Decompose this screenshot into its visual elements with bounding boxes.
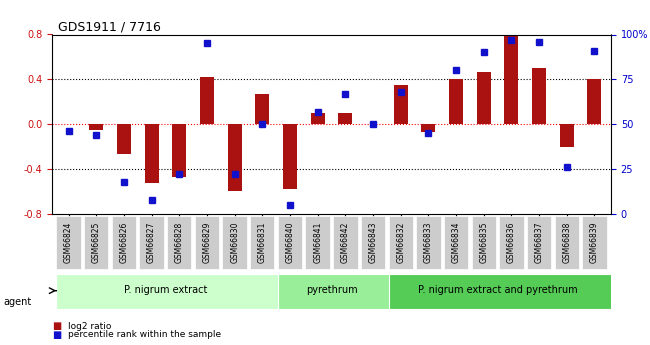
FancyBboxPatch shape <box>416 216 441 268</box>
Text: GDS1911 / 7716: GDS1911 / 7716 <box>58 21 161 34</box>
FancyBboxPatch shape <box>389 274 632 308</box>
Bar <box>532 68 546 124</box>
Text: GSM66829: GSM66829 <box>202 222 211 263</box>
Text: log2 ratio: log2 ratio <box>68 322 112 331</box>
Text: GSM66827: GSM66827 <box>147 222 156 263</box>
Text: GSM66837: GSM66837 <box>534 221 543 263</box>
Text: GSM66832: GSM66832 <box>396 222 405 263</box>
FancyBboxPatch shape <box>57 274 300 308</box>
Bar <box>560 124 574 147</box>
FancyBboxPatch shape <box>306 216 330 268</box>
Bar <box>172 124 186 177</box>
FancyBboxPatch shape <box>471 216 496 268</box>
Bar <box>588 79 601 124</box>
Text: ■: ■ <box>52 321 61 331</box>
FancyBboxPatch shape <box>361 216 385 268</box>
Text: GSM66826: GSM66826 <box>120 222 129 263</box>
Text: GSM66831: GSM66831 <box>258 222 266 263</box>
FancyBboxPatch shape <box>389 216 413 268</box>
Text: ■: ■ <box>52 330 61 339</box>
FancyBboxPatch shape <box>582 216 606 268</box>
Bar <box>117 124 131 155</box>
Text: GSM66839: GSM66839 <box>590 221 599 263</box>
FancyBboxPatch shape <box>195 216 219 268</box>
Text: GSM66825: GSM66825 <box>92 222 101 263</box>
Text: GSM66833: GSM66833 <box>424 221 433 263</box>
FancyBboxPatch shape <box>499 216 523 268</box>
FancyBboxPatch shape <box>278 274 410 308</box>
Bar <box>227 124 242 191</box>
FancyBboxPatch shape <box>140 216 164 268</box>
Bar <box>145 124 159 183</box>
Text: GSM66843: GSM66843 <box>369 221 378 263</box>
Text: P. nigrum extract and pyrethrum: P. nigrum extract and pyrethrum <box>418 285 577 295</box>
Text: GSM66834: GSM66834 <box>452 221 461 263</box>
Bar <box>504 34 518 124</box>
Bar <box>339 113 352 124</box>
Text: GSM66824: GSM66824 <box>64 222 73 263</box>
Text: pyrethrum: pyrethrum <box>306 285 358 295</box>
FancyBboxPatch shape <box>333 216 358 268</box>
FancyBboxPatch shape <box>167 216 192 268</box>
Text: GSM66842: GSM66842 <box>341 222 350 263</box>
FancyBboxPatch shape <box>527 216 551 268</box>
Bar <box>200 77 214 124</box>
Bar <box>311 113 324 124</box>
FancyBboxPatch shape <box>222 216 247 268</box>
Text: GSM66828: GSM66828 <box>175 222 184 263</box>
Text: GSM66830: GSM66830 <box>230 221 239 263</box>
FancyBboxPatch shape <box>112 216 136 268</box>
Text: GSM66838: GSM66838 <box>562 222 571 263</box>
FancyBboxPatch shape <box>278 216 302 268</box>
FancyBboxPatch shape <box>84 216 109 268</box>
FancyBboxPatch shape <box>554 216 579 268</box>
Text: percentile rank within the sample: percentile rank within the sample <box>68 330 222 339</box>
Text: agent: agent <box>3 297 31 307</box>
Bar <box>255 94 269 124</box>
Bar <box>283 124 297 189</box>
Bar <box>449 79 463 124</box>
Text: GSM66836: GSM66836 <box>507 221 516 263</box>
Bar <box>394 85 408 124</box>
Text: P. nigrum extract: P. nigrum extract <box>124 285 207 295</box>
FancyBboxPatch shape <box>57 216 81 268</box>
FancyBboxPatch shape <box>250 216 274 268</box>
Bar <box>89 124 103 130</box>
FancyBboxPatch shape <box>444 216 468 268</box>
Bar <box>477 71 491 124</box>
Text: GSM66835: GSM66835 <box>479 221 488 263</box>
Text: GSM66840: GSM66840 <box>285 221 294 263</box>
Bar <box>421 124 436 132</box>
Text: GSM66841: GSM66841 <box>313 222 322 263</box>
